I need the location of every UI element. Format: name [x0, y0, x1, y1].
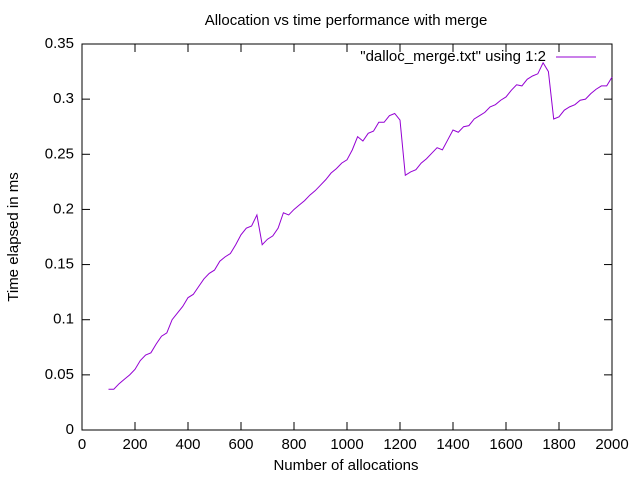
data-line — [108, 61, 613, 390]
y-tick-label: 0.05 — [45, 366, 74, 383]
y-tick-label: 0.3 — [53, 90, 74, 107]
x-axis-label: Number of allocations — [273, 457, 418, 474]
x-tick-label: 1400 — [436, 436, 469, 453]
x-tick-label: 1800 — [542, 436, 575, 453]
x-tick-label: 0 — [78, 436, 86, 453]
y-tick-label: 0.1 — [53, 311, 74, 328]
x-tick-label: 800 — [281, 436, 306, 453]
x-tick-label: 1600 — [489, 436, 522, 453]
chart-title: Allocation vs time performance with merg… — [205, 12, 488, 29]
x-tick-label: 2000 — [595, 436, 628, 453]
y-tick-label: 0.2 — [53, 200, 74, 217]
y-tick-label: 0.35 — [45, 35, 74, 52]
y-tick-label: 0.15 — [45, 256, 74, 273]
x-tick-label: 200 — [122, 436, 147, 453]
legend-label: "dalloc_merge.txt" using 1:2 — [360, 48, 546, 65]
x-tick-label: 1000 — [330, 436, 363, 453]
x-tick-label: 400 — [175, 436, 200, 453]
y-axis-label: Time elapsed in ms — [5, 172, 22, 302]
x-tick-label: 600 — [228, 436, 253, 453]
x-tick-label: 1200 — [383, 436, 416, 453]
y-tick-label: 0.25 — [45, 145, 74, 162]
y-tick-label: 0 — [66, 421, 74, 438]
